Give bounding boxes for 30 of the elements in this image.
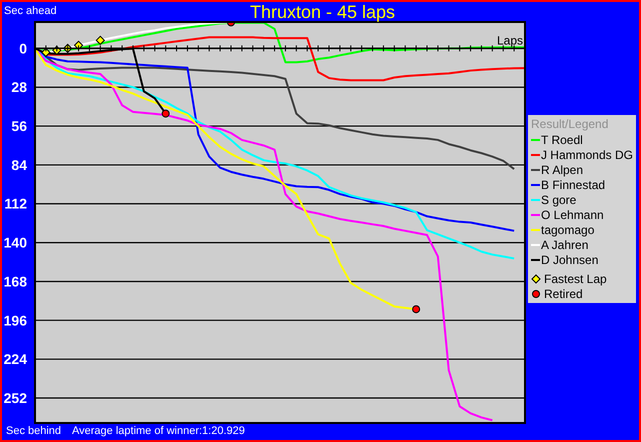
point [162, 110, 170, 118]
y-tick-label: 252 [4, 390, 28, 406]
legend-label: Fastest Lap [543, 271, 608, 286]
y-tick-label: 84 [11, 156, 28, 173]
x-axis-title: Laps [496, 33, 523, 48]
y-tick-label: 56 [11, 118, 28, 134]
y-tick-label: 140 [4, 234, 28, 251]
text: Sec behind [6, 425, 62, 437]
y-tick-label: 196 [4, 312, 28, 328]
legend-label: R Alpen [540, 162, 584, 177]
point [412, 305, 420, 314]
text: Average laptime of winner:1:20.929 [72, 425, 245, 437]
legend-label: T Roedl [540, 132, 584, 147]
legend-label: Retired [543, 286, 584, 301]
y-axis-title: Sec ahead [4, 5, 57, 17]
legend-label: J Hammonds DG [540, 147, 633, 162]
legend-label: B Finnestad [540, 177, 606, 192]
legend-label: A Jahren [540, 237, 590, 252]
y-tick-label: 0 [19, 40, 28, 56]
y-tick-label: 112 [4, 196, 28, 212]
legend-label: tagomago [540, 222, 596, 237]
chart-title: Thruxton - 45 laps [250, 2, 396, 22]
legend-label: D Johnsen [540, 252, 600, 267]
legend-label: S gore [540, 192, 578, 207]
legend-label: O Lehmann [540, 207, 605, 222]
legend-title: Result/Legend [531, 117, 610, 131]
y-tick-label: 224 [4, 351, 28, 368]
y-tick-label: 168 [4, 273, 28, 290]
y-tick-label: 28 [11, 79, 28, 96]
point [96, 36, 105, 45]
